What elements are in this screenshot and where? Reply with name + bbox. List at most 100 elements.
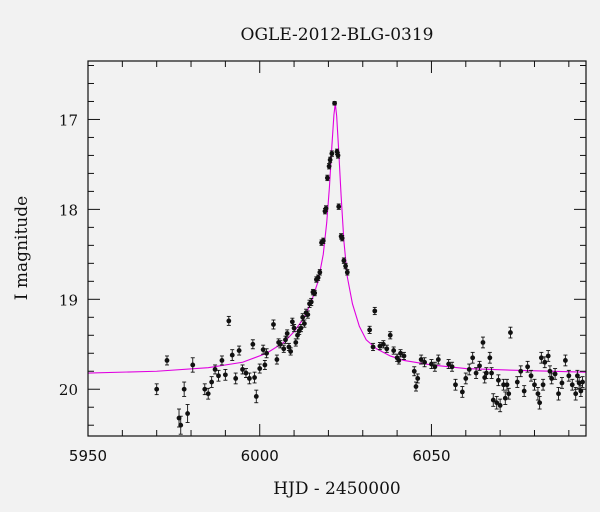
data-point xyxy=(556,391,561,397)
data-point xyxy=(164,358,170,363)
data-point xyxy=(559,380,565,386)
y-tick-label: 17 xyxy=(59,111,78,129)
x-tick-label: 6050 xyxy=(412,447,450,465)
data-point xyxy=(545,353,551,359)
data-point xyxy=(432,364,438,370)
data-point xyxy=(367,327,373,333)
data-point xyxy=(497,403,503,408)
data-point xyxy=(506,391,512,397)
data-point xyxy=(490,397,496,403)
plot-frame xyxy=(87,60,587,437)
data-point xyxy=(336,204,342,210)
data-point xyxy=(341,258,347,264)
data-point xyxy=(339,235,345,241)
data-point xyxy=(566,373,572,379)
data-point xyxy=(508,330,513,335)
data-point xyxy=(387,332,393,338)
data-point xyxy=(288,349,294,354)
data-point xyxy=(569,382,575,388)
chart-title: OGLE-2012-BLG-0319 xyxy=(241,25,434,45)
data-point xyxy=(332,100,337,106)
data-point xyxy=(398,350,403,356)
data-point xyxy=(578,388,584,394)
data-point xyxy=(202,386,208,392)
data-point xyxy=(243,370,249,376)
data-point xyxy=(562,358,568,363)
data-point xyxy=(463,376,469,381)
data-point xyxy=(277,341,283,347)
data-point xyxy=(343,263,348,269)
data-point xyxy=(552,371,558,377)
data-point xyxy=(281,346,287,352)
data-point xyxy=(411,368,417,374)
data-point xyxy=(312,290,318,296)
data-point xyxy=(453,382,458,388)
data-point xyxy=(154,386,160,392)
y-tick-label: 20 xyxy=(59,381,78,399)
data-point xyxy=(466,367,472,372)
data-point xyxy=(573,391,579,397)
data-point xyxy=(185,411,191,416)
data-point xyxy=(219,358,225,363)
data-point xyxy=(324,175,330,181)
data-point xyxy=(209,379,215,385)
data-point xyxy=(344,269,350,275)
data-point xyxy=(216,373,221,379)
data-point xyxy=(289,319,295,325)
data-point xyxy=(525,364,531,370)
data-point xyxy=(502,395,508,401)
data-point xyxy=(429,361,434,367)
data-point xyxy=(274,357,280,362)
data-point xyxy=(370,344,376,350)
data-point xyxy=(181,386,187,392)
data-point xyxy=(473,370,479,376)
data-point xyxy=(487,355,493,361)
data-point xyxy=(477,363,482,369)
data-point xyxy=(504,382,510,388)
data-point xyxy=(396,358,402,363)
x-tick-label: 5950 xyxy=(69,447,107,465)
data-point xyxy=(580,379,585,385)
data-point xyxy=(284,331,290,336)
data-point xyxy=(480,340,486,345)
data-point xyxy=(380,341,386,347)
data-point xyxy=(253,394,259,399)
data-point xyxy=(320,238,326,244)
data-point xyxy=(252,375,257,380)
data-point xyxy=(298,325,304,331)
data-point xyxy=(528,373,534,379)
data-point xyxy=(415,376,421,381)
data-point xyxy=(190,362,196,368)
data-point xyxy=(372,308,378,314)
data-point xyxy=(413,384,419,389)
data-point xyxy=(323,206,329,211)
data-point xyxy=(264,350,269,356)
data-point xyxy=(247,376,252,381)
data-point xyxy=(391,348,397,353)
plot-area xyxy=(88,100,586,435)
data-point xyxy=(418,357,424,362)
data-point xyxy=(226,318,232,324)
data-point xyxy=(222,372,228,378)
data-point xyxy=(547,368,553,374)
data-point xyxy=(514,379,520,385)
y-axis-label: I magnitude xyxy=(12,196,32,300)
data-point xyxy=(176,415,182,421)
data-point xyxy=(446,361,452,367)
data-point xyxy=(484,370,489,376)
data-point xyxy=(293,340,299,345)
data-point xyxy=(535,391,541,397)
data-point xyxy=(537,400,543,406)
data-point xyxy=(250,341,256,347)
data-point xyxy=(470,355,476,361)
data-point xyxy=(401,353,407,359)
data-point xyxy=(301,321,307,326)
data-point xyxy=(532,382,537,388)
data-point xyxy=(257,366,263,371)
data-point xyxy=(335,153,341,158)
data-point xyxy=(236,348,242,353)
data-point xyxy=(449,364,455,370)
data-point xyxy=(489,370,494,376)
data-point xyxy=(240,367,245,372)
data-point xyxy=(305,312,311,317)
